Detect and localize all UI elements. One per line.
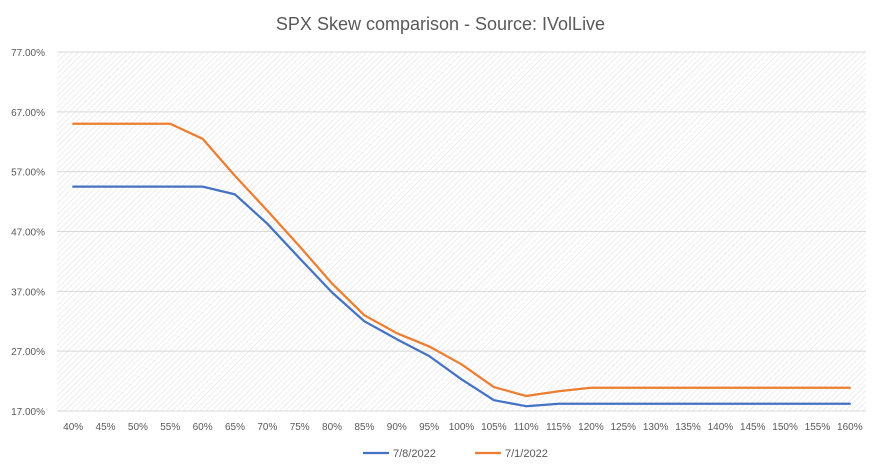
y-tick-label: 77.00%	[11, 48, 45, 59]
x-tick-label: 50%	[128, 422, 148, 433]
series-line-1	[72, 185, 851, 408]
x-tick-label: 40%	[63, 422, 83, 433]
legend-label-1: 7/8/2022	[393, 448, 436, 460]
x-tick-label: 105%	[481, 422, 507, 433]
x-tick-label: 60%	[193, 422, 213, 433]
legend: 7/8/2022 7/1/2022	[363, 448, 548, 460]
x-tick-label: 125%	[611, 422, 637, 433]
x-tick-label: 65%	[225, 422, 245, 433]
x-tick-label: 120%	[578, 422, 604, 433]
chart-title: SPX Skew comparison - Source: IVolLive	[275, 14, 606, 34]
x-tick-label: 95%	[419, 422, 439, 433]
x-tick-label: 110%	[514, 422, 539, 433]
y-axis-ticks: 17.00% 27.00% 37.00% 47.00% 57.00% 67.00% 77.0…	[11, 48, 45, 418]
y-tick-label: 67.00%	[11, 108, 45, 119]
legend-label-2: 7/1/2022	[505, 448, 548, 460]
x-tick-label: 100%	[449, 422, 475, 433]
x-tick-label: 140%	[708, 422, 734, 433]
gridlines	[57, 51, 866, 412]
x-tick-label: 85%	[354, 422, 374, 433]
y-tick-label: 37.00%	[11, 287, 45, 298]
x-tick-label: 90%	[387, 422, 407, 433]
x-tick-label: 155%	[805, 422, 831, 433]
x-tick-label: 45%	[96, 422, 116, 433]
x-tick-label: 130%	[643, 422, 669, 433]
x-tick-label: 115%	[546, 422, 571, 433]
y-tick-label: 17.00%	[11, 407, 45, 418]
x-tick-label: 160%	[837, 422, 863, 433]
y-tick-label: 57.00%	[11, 168, 45, 179]
x-tick-label: 70%	[257, 422, 277, 433]
x-tick-label: 55%	[160, 422, 180, 433]
series-line-2	[72, 122, 851, 398]
x-tick-label: 80%	[322, 422, 342, 433]
x-tick-label: 75%	[290, 422, 310, 433]
x-axis-ticks: 40% 45% 50% 55% 60% 65% 70% 75% 80% 85% 90% 95% 100%…	[63, 422, 863, 433]
x-tick-label: 135%	[675, 422, 701, 433]
y-tick-label: 47.00%	[11, 228, 45, 239]
x-tick-label: 145%	[740, 422, 766, 433]
series-lines	[72, 122, 851, 408]
y-tick-label: 27.00%	[11, 347, 45, 358]
x-tick-label: 150%	[772, 422, 798, 433]
